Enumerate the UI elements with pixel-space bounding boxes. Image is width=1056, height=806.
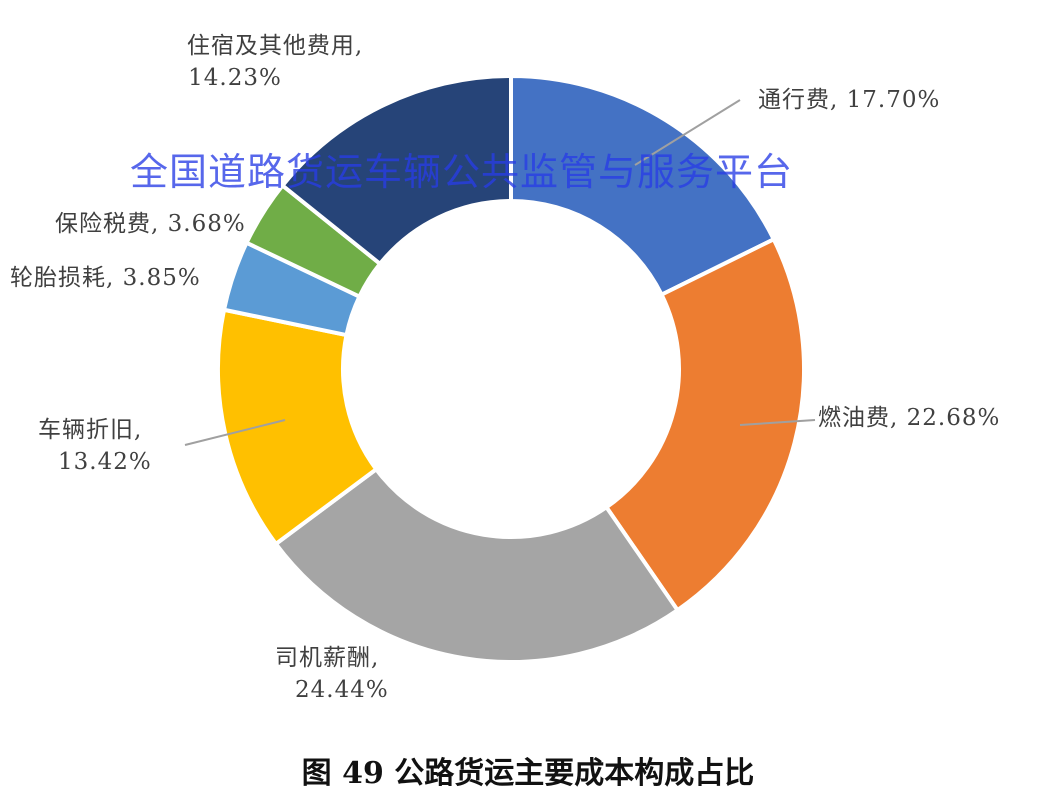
slice-2	[273, 466, 681, 664]
slice-1	[603, 236, 806, 613]
label-fuel: 燃油费, 22.68%	[818, 405, 1001, 431]
slice-6	[279, 73, 513, 267]
label-depreciation: 车辆折旧, 13.42%	[38, 417, 152, 475]
slice-0	[509, 73, 777, 298]
leader-line-1	[739, 419, 816, 426]
label-accommodation: 住宿及其他费用, 14.23%	[186, 33, 364, 91]
leader-line-0	[634, 99, 741, 166]
chart-title: 图 49 公路货运主要成本构成占比	[301, 756, 755, 791]
label-driver-pay: 司机薪酬, 24.44%	[275, 645, 389, 703]
label-insurance: 保险税费, 3.68%	[55, 211, 246, 237]
label-toll: 通行费, 17.70%	[758, 87, 941, 113]
leader-line-2	[184, 419, 286, 446]
label-tire: 轮胎损耗, 3.85%	[10, 265, 201, 291]
watermark: 全国道路货运车辆公共监管与服务平台	[130, 150, 794, 194]
